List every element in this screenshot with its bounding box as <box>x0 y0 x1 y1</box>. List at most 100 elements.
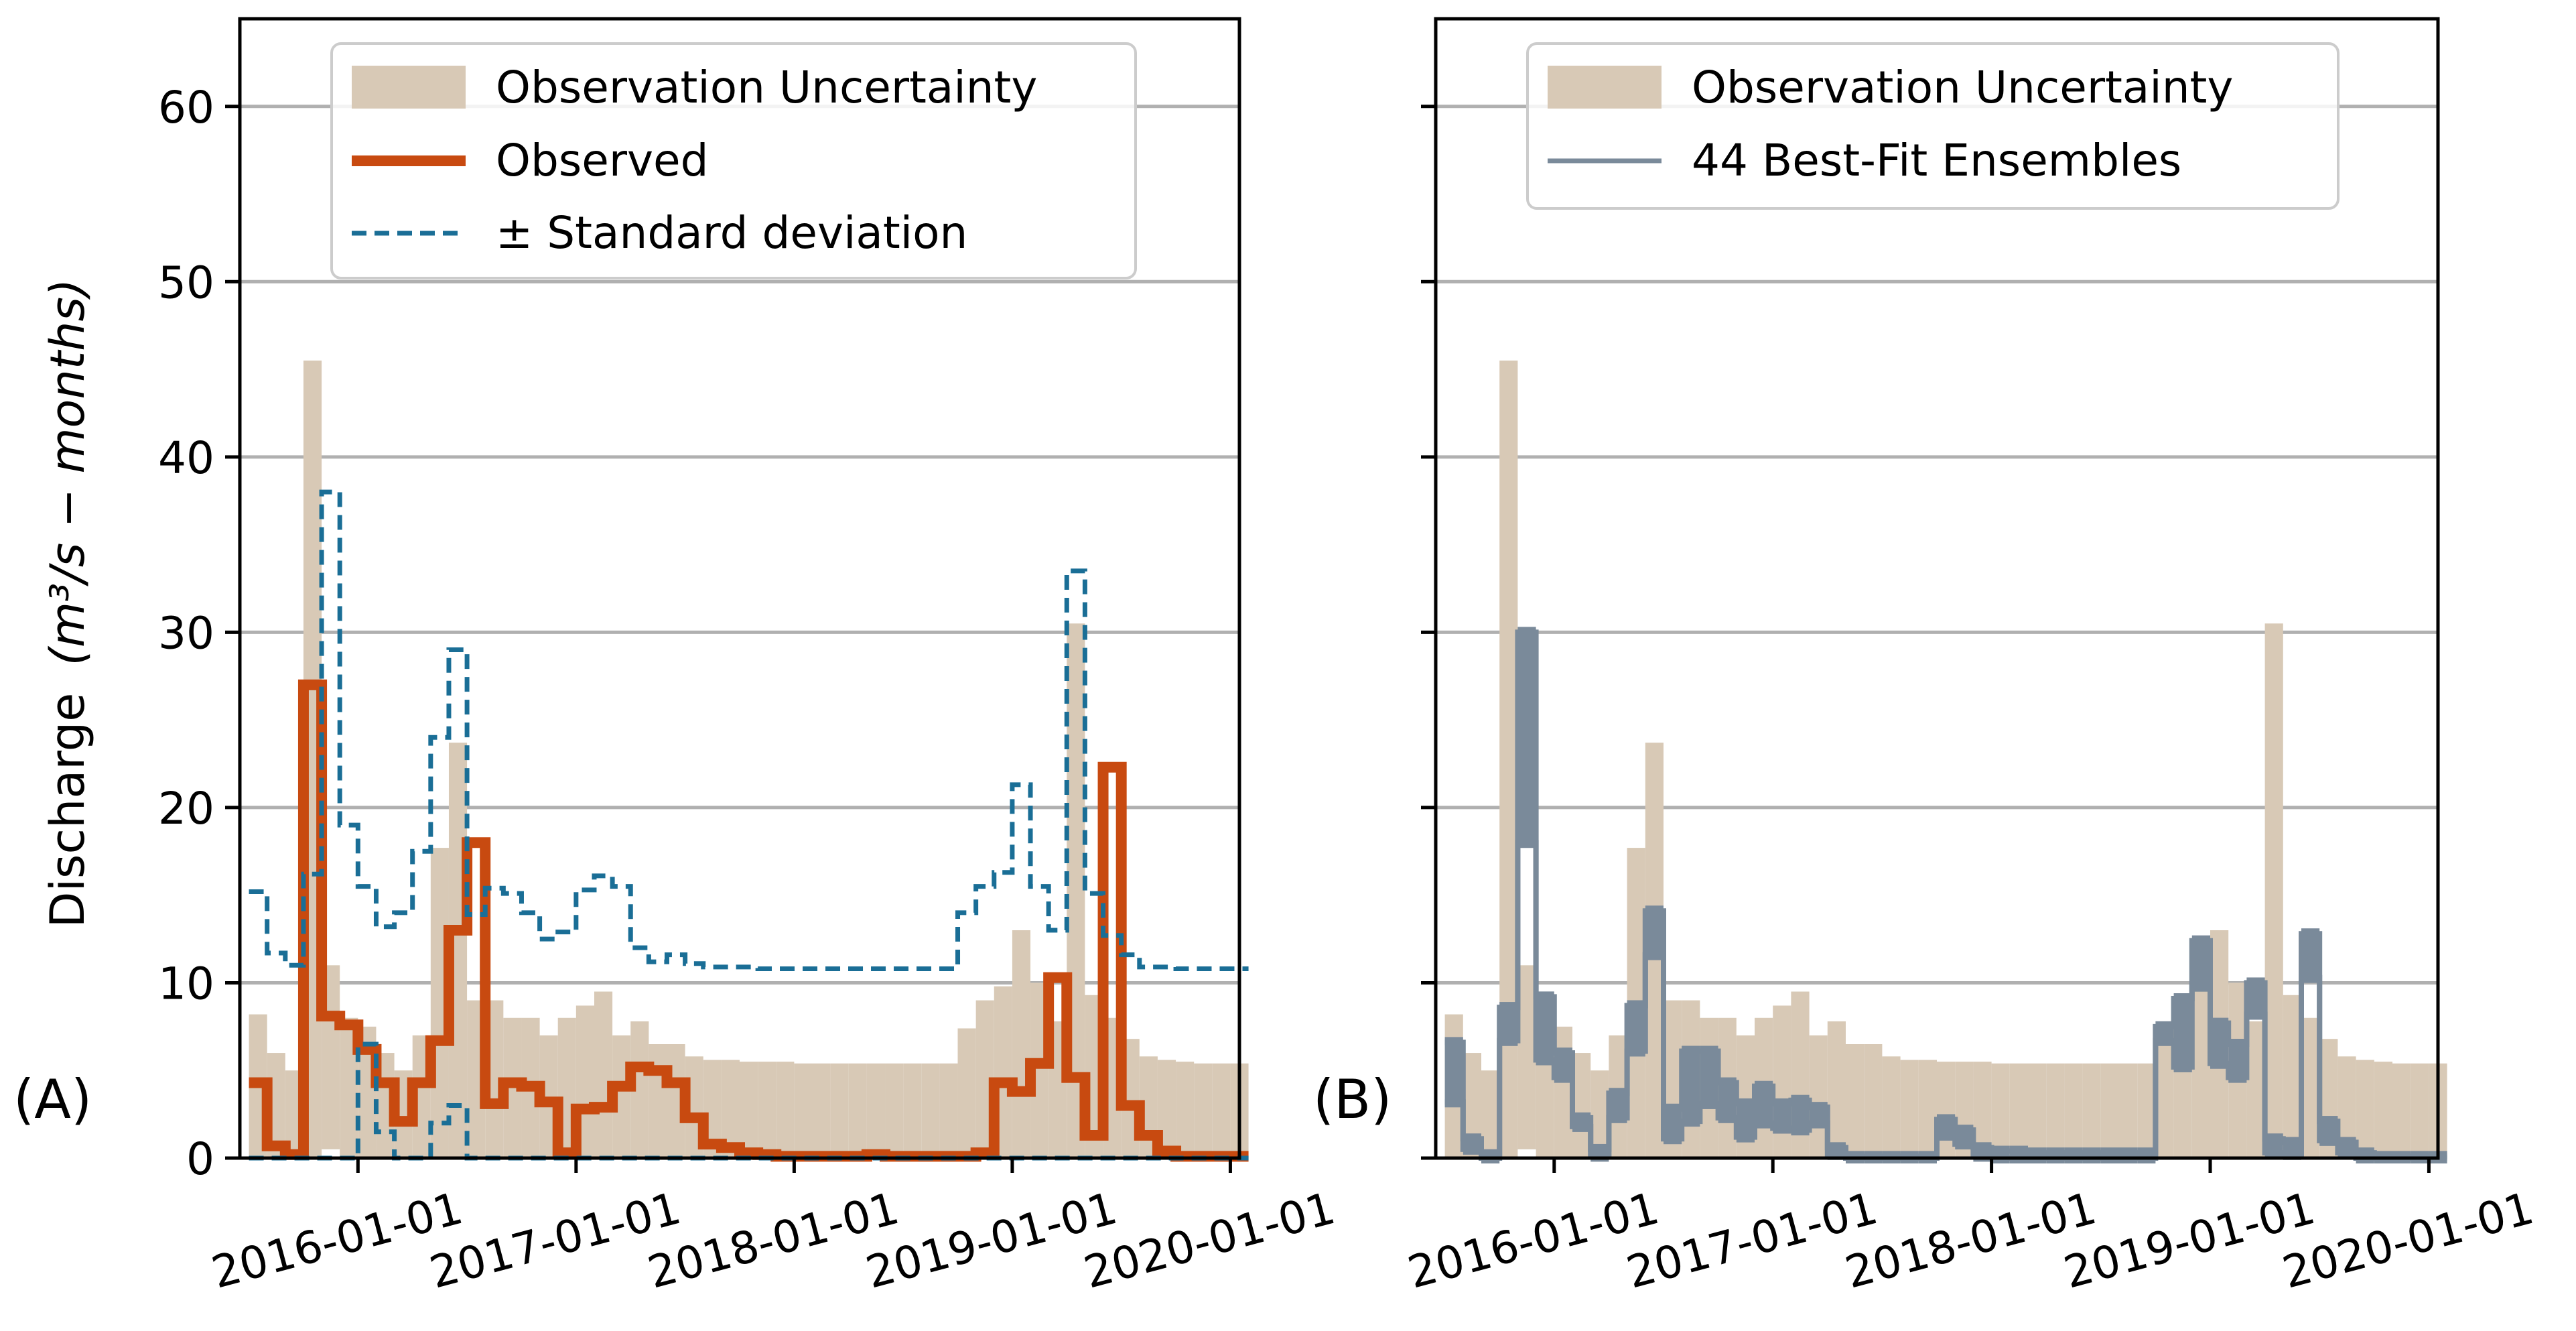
x-tick-label: 2017-01-01 <box>425 1182 686 1299</box>
uncertainty-bar <box>1590 1070 1609 1158</box>
panel-a-label: (A) <box>13 1068 92 1131</box>
ensemble-band <box>1700 1045 1718 1109</box>
uncertainty-bar <box>885 1063 904 1158</box>
uncertainty-bar <box>848 1063 867 1158</box>
panel-b-legend-box <box>1526 42 2340 210</box>
uncertainty-bar <box>812 1063 831 1158</box>
y-tick-label: 50 <box>158 257 214 308</box>
uncertainty-bar <box>1517 965 1536 1149</box>
uncertainty-bar <box>1827 1021 1846 1158</box>
panel-b-frame <box>1434 17 2440 1160</box>
uncertainty-bar <box>2064 1063 2083 1158</box>
uncertainty-bar <box>758 1062 776 1158</box>
legend-swatch-uncertainty <box>352 66 466 109</box>
uncertainty-bar <box>1973 1062 1992 1158</box>
uncertainty-bar <box>830 1063 849 1158</box>
x-tick-label: 2020-01-01 <box>2277 1182 2538 1299</box>
y-tick-label: 60 <box>158 82 214 133</box>
legend-label-uncertainty-b: Observation Uncertainty <box>1692 62 2233 113</box>
panel-a-y-ticks: 0 10 20 30 40 50 60 <box>158 82 240 1185</box>
panel-b: 2016-01-012017-01-012018-01-012019-01-01… <box>1313 17 2539 1299</box>
uncertainty-bar <box>1176 1062 1195 1158</box>
panel-b-label: (B) <box>1313 1068 1392 1131</box>
uncertainty-bar <box>649 1044 667 1158</box>
x-tick-label: 2019-01-01 <box>2059 1182 2320 1299</box>
ensemble-band <box>1991 1145 2010 1163</box>
y-tick-label: 30 <box>158 607 214 659</box>
uncertainty-bar <box>1212 1063 1231 1158</box>
panel-b-plot-area <box>1444 361 2447 1163</box>
uncertainty-bar <box>776 1062 795 1158</box>
uncertainty-bar <box>1809 1035 1828 1158</box>
uncertainty-bar <box>1012 930 1031 1158</box>
panel-b-y-ticks <box>1421 105 1436 1160</box>
uncertainty-bar <box>1572 1053 1591 1158</box>
uncertainty-bar <box>2100 1063 2119 1158</box>
legend-label-observed: Observed <box>496 135 709 186</box>
uncertainty-bar <box>2356 1060 2374 1158</box>
panel-b-legend: Observation Uncertainty 44 Best-Fit Ense… <box>1526 42 2340 210</box>
x-tick-label: 2016-01-01 <box>206 1182 468 1299</box>
y-tick-label: 10 <box>158 958 214 1009</box>
uncertainty-bar <box>2283 995 2301 1158</box>
uncertainty-bar <box>2374 1062 2392 1158</box>
ensemble-band <box>2301 928 2320 983</box>
legend-label-ensembles: 44 Best-Fit Ensembles <box>1692 135 2181 186</box>
ensemble-band <box>2191 935 2210 992</box>
ensemble-band <box>2210 1017 2229 1069</box>
uncertainty-bar <box>2264 623 2283 1158</box>
legend-label-std: ± Standard deviation <box>496 207 967 259</box>
y-tick-label: 40 <box>158 432 214 484</box>
uncertainty-bar <box>2119 1063 2138 1158</box>
uncertainty-bar <box>1194 1063 1213 1158</box>
panel-a: 0 10 20 30 40 50 60 2016-01-012017-01-012018-0… <box>13 17 1341 1299</box>
uncertainty-bar <box>2028 1063 2047 1158</box>
x-tick-label: 2017-01-01 <box>1621 1182 1883 1299</box>
uncertainty-bar <box>794 1063 813 1158</box>
ensemble-band <box>1444 1037 1463 1108</box>
uncertainty-bar <box>2155 1028 2174 1158</box>
x-tick-label: 2018-01-01 <box>642 1182 904 1299</box>
uncertainty-bar <box>2046 1063 2065 1158</box>
ensemble-band <box>1645 905 1664 960</box>
panel-a-x-ticks: 2016-01-012017-01-012018-01-012019-01-01… <box>206 1158 1341 1299</box>
ensemble-band <box>1536 991 1554 1066</box>
uncertainty-bar <box>1481 1070 1500 1158</box>
ensemble-band <box>1627 1000 1645 1057</box>
uncertainty-bar <box>1900 1060 1919 1158</box>
uncertainty-bar <box>1554 1026 1572 1158</box>
uncertainty-bar <box>2137 1063 2156 1158</box>
uncertainty-bar <box>740 1062 758 1158</box>
panel-b-gridlines <box>1436 105 2438 985</box>
uncertainty-bar <box>2246 1021 2265 1158</box>
uncertainty-bar <box>2009 1063 2028 1158</box>
panel-a-plot-area <box>249 361 1249 1162</box>
x-tick-label: 2016-01-01 <box>1403 1182 1664 1299</box>
x-tick-label: 2018-01-01 <box>1840 1182 2101 1299</box>
observed-line <box>249 679 1249 1162</box>
uncertainty-bar <box>2082 1063 2101 1158</box>
uncertainty-bar <box>2411 1063 2429 1158</box>
x-tick-label: 2019-01-01 <box>861 1182 1122 1299</box>
uncertainty-bar <box>921 1063 940 1158</box>
legend-swatch-uncertainty-b <box>1548 66 1662 109</box>
uncertainty-bar <box>1991 1063 2010 1158</box>
ensemble-band <box>1517 627 1536 848</box>
uncertainty-bar <box>866 1063 886 1158</box>
panel-a-frame <box>238 17 1241 1160</box>
uncertainty-bar <box>2191 986 2210 1158</box>
uncertainty-bar <box>2301 1017 2320 1158</box>
ensemble-band <box>2173 993 2192 1072</box>
uncertainty-bar <box>957 1028 976 1158</box>
y-axis-label-text: Discharge <box>40 693 95 928</box>
uncertainty-bar <box>1846 1044 1865 1158</box>
x-tick-label: 2020-01-01 <box>1079 1182 1340 1299</box>
y-tick-label: 20 <box>158 783 214 834</box>
uncertainty-bar <box>939 1063 958 1158</box>
panel-a-legend: Observation Uncertainty Observed ± Stand… <box>330 42 1137 279</box>
uncertainty-bar <box>594 991 613 1158</box>
y-axis-label-unit: (m³/s − months) <box>40 279 95 666</box>
y-tick-label: 0 <box>186 1133 214 1185</box>
uncertainty-bar <box>1918 1060 1937 1158</box>
